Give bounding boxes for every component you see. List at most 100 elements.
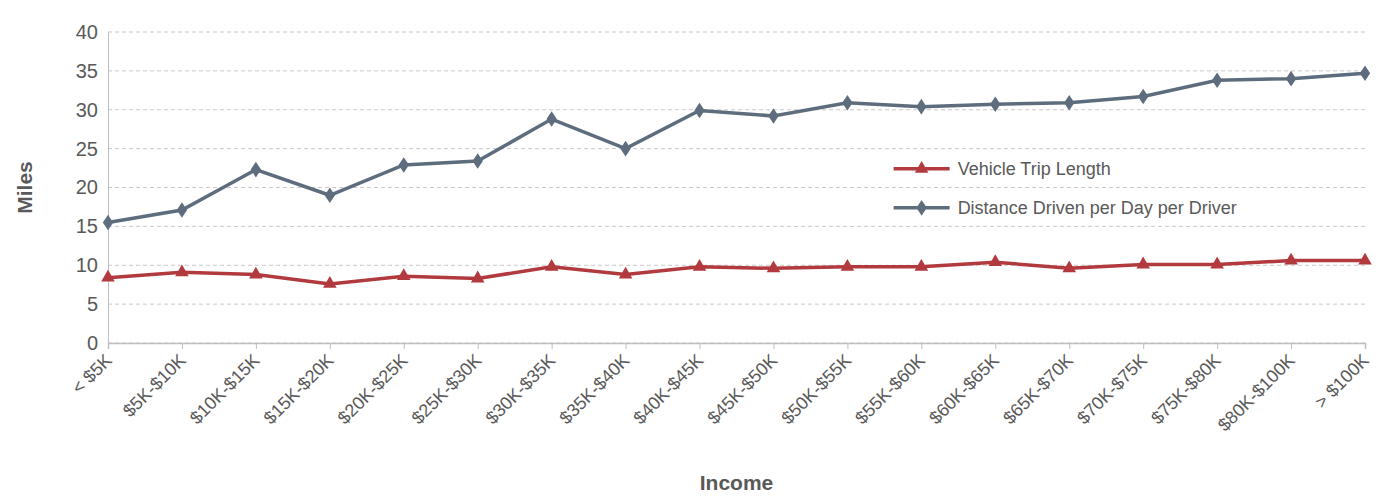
y-tick-label: 20 — [76, 176, 98, 198]
x-tick-mark — [256, 343, 257, 349]
x-tick-mark — [1217, 343, 1218, 349]
x-tick: $60K-$65K — [925, 343, 1003, 428]
grid-line — [108, 32, 1365, 33]
x-tick-label: $5K-$10K — [119, 350, 190, 421]
x-tick-mark — [921, 343, 922, 349]
x-tick: $15K-$20K — [260, 343, 338, 428]
x-axis: < $5K$5K-$10K$10K-$15K$15K-$20K$20K-$25K… — [68, 343, 1373, 435]
x-tick-mark — [1143, 343, 1144, 349]
point-marker — [916, 99, 926, 115]
y-tick: 15 — [76, 215, 108, 237]
x-tick: $30K-$35K — [482, 343, 560, 428]
y-tick-label: 35 — [76, 60, 98, 82]
point-marker — [694, 103, 704, 119]
x-tick-label: $20K-$25K — [334, 350, 412, 428]
x-axis-line — [109, 344, 1366, 350]
x-tick-label: $75K-$80K — [1147, 350, 1225, 428]
x-tick-mark — [1291, 343, 1292, 349]
y-tick-label: 30 — [76, 99, 98, 121]
grid-line — [108, 148, 1365, 149]
x-tick-mark — [626, 343, 627, 349]
point-marker — [1360, 65, 1370, 81]
x-tick: $55K-$60K — [851, 343, 929, 428]
legend-marker — [915, 161, 929, 173]
legend-item: Distance Driven per Day per Driver — [894, 198, 1237, 218]
point-marker — [101, 270, 115, 282]
point-marker — [177, 202, 187, 218]
point-marker — [175, 264, 189, 276]
x-tick-label: $25K-$30K — [408, 350, 486, 428]
series-line — [108, 73, 1365, 222]
point-marker — [1358, 253, 1372, 265]
x-tick: $70K-$75K — [1073, 343, 1151, 428]
point-marker — [841, 259, 855, 271]
point-marker — [325, 187, 335, 203]
x-tick-label: $30K-$35K — [482, 350, 560, 428]
x-tick-mark — [552, 343, 553, 349]
point-marker — [471, 271, 485, 283]
y-tick: 5 — [87, 293, 108, 315]
legend-label: Distance Driven per Day per Driver — [958, 198, 1237, 218]
legend: Vehicle Trip Length Distance Driven per D… — [894, 159, 1237, 218]
x-tick: $65K-$70K — [999, 343, 1077, 428]
x-tick-label: $40K-$45K — [629, 350, 707, 428]
point-marker — [545, 259, 559, 271]
point-marker — [249, 267, 263, 279]
x-tick: $80K-$100K — [1214, 343, 1299, 435]
y-tick: 0 — [87, 332, 108, 354]
y-tick: 40 — [76, 21, 108, 43]
x-tick: $40K-$45K — [629, 343, 707, 428]
x-tick: < $5K — [68, 343, 116, 398]
x-tick-label: $55K-$60K — [851, 350, 929, 428]
series-group — [101, 65, 1372, 287]
point-marker — [842, 95, 852, 111]
x-tick-mark — [1069, 343, 1070, 349]
y-tick-label: 15 — [76, 215, 98, 237]
point-marker — [1064, 95, 1074, 111]
x-tick-mark — [182, 343, 183, 349]
grid-line — [108, 187, 1365, 188]
point-marker — [767, 261, 781, 273]
x-tick: $75K-$80K — [1147, 343, 1225, 428]
point-marker — [693, 259, 707, 271]
grid-line — [108, 304, 1365, 305]
point-marker — [768, 108, 778, 124]
point-marker — [1212, 72, 1222, 88]
point-marker — [473, 153, 483, 169]
y-tick-label: 25 — [76, 138, 98, 160]
x-tick: $25K-$30K — [408, 343, 486, 428]
y-axis-line — [108, 33, 109, 344]
grid-line — [108, 109, 1365, 110]
x-tick-mark — [700, 343, 701, 349]
x-tick: $35K-$40K — [556, 343, 634, 428]
point-marker — [1284, 253, 1298, 265]
point-marker — [619, 267, 633, 279]
point-marker — [1062, 261, 1076, 273]
y-tick-label: 40 — [76, 21, 98, 43]
x-tick-label: < $5K — [68, 350, 116, 398]
x-axis-title: Income — [700, 471, 774, 494]
x-tick-label: $45K-$50K — [703, 350, 781, 428]
point-marker — [1286, 71, 1296, 87]
x-tick-mark — [404, 343, 405, 349]
y-tick: 10 — [76, 254, 108, 276]
y-axis-title: Miles — [13, 161, 36, 214]
plot: 0 5 10 15 20 25 30 35 40 < $5K$5K-$10K$10K-$15K$1… — [68, 21, 1373, 435]
legend-item: Vehicle Trip Length — [894, 159, 1111, 179]
x-tick-label: $35K-$40K — [556, 350, 634, 428]
point-marker — [988, 254, 1002, 266]
point-marker — [990, 97, 1000, 113]
x-tick-mark — [478, 343, 479, 349]
legend-label: Vehicle Trip Length — [958, 159, 1111, 179]
x-tick-mark — [330, 343, 331, 349]
series — [103, 65, 1370, 230]
x-tick: $45K-$50K — [703, 343, 781, 428]
x-tick: $50K-$55K — [777, 343, 855, 428]
x-tick: $20K-$25K — [334, 343, 412, 428]
x-tick-mark — [995, 343, 996, 349]
y-tick: 30 — [76, 99, 108, 121]
x-tick-label: $10K-$15K — [186, 350, 264, 428]
grid-line — [108, 70, 1365, 71]
x-tick-label: $80K-$100K — [1214, 350, 1299, 435]
y-tick: 25 — [76, 138, 108, 160]
